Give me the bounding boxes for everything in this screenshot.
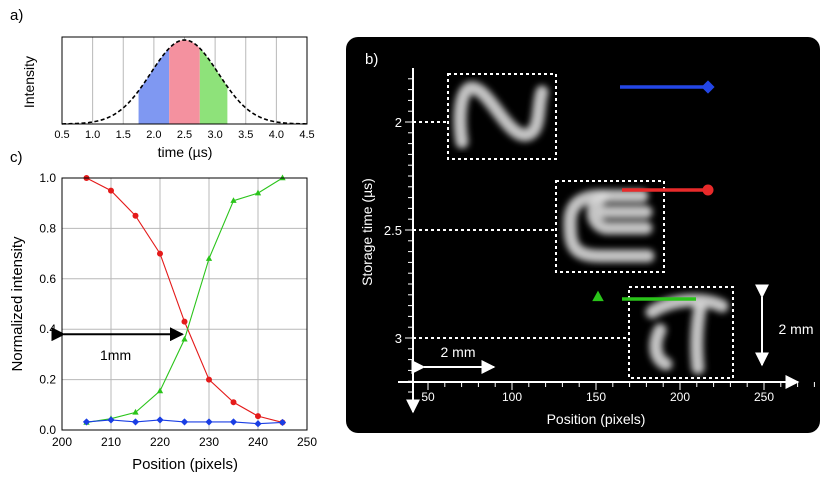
panel-c-chart: 200 210 220 230 240 250 0.0 0.2 0.4 0.6 0.8 1.0 1mm P… bbox=[9, 171, 317, 473]
y-tick-label: 0.0 bbox=[39, 423, 56, 437]
x-tick-label: 3.5 bbox=[238, 129, 253, 141]
data-point-red bbox=[255, 413, 261, 420]
data-point-red bbox=[108, 187, 114, 194]
y-tick-label: 2 bbox=[395, 115, 402, 130]
x-tick-label: 3.0 bbox=[207, 129, 222, 141]
scale-label-vertical: 2 mm bbox=[779, 321, 814, 337]
panel-b-chart: 22.5350100150200250300Position (pixels)S… bbox=[359, 68, 815, 427]
x-axis-label: Position (pixels) bbox=[547, 411, 646, 427]
x-tick-label: 4.5 bbox=[299, 129, 314, 141]
data-point-red bbox=[132, 212, 139, 219]
data-point-blue bbox=[82, 418, 91, 426]
data-point-blue bbox=[205, 418, 213, 426]
panel-label-c: c) bbox=[10, 149, 23, 166]
x-axis-label: time (µs) bbox=[158, 144, 213, 160]
panel-a-chart: 0.5 1.0 1.5 2.0 2.5 3.0 3.5 4.0 4.5 time (µs) Inte… bbox=[21, 36, 315, 160]
data-point-blue bbox=[278, 418, 287, 427]
data-point-blue bbox=[156, 416, 164, 424]
y-axis-label: Normalized intensity bbox=[9, 236, 26, 372]
image-stroke bbox=[690, 301, 707, 375]
data-point-blue bbox=[254, 420, 262, 428]
scale-label-1mm: 1mm bbox=[100, 347, 131, 363]
x-tick-label: 100 bbox=[502, 390, 522, 404]
data-point-green bbox=[156, 387, 164, 394]
data-point-red bbox=[181, 318, 188, 325]
data-point-blue bbox=[107, 416, 115, 424]
image-stroke bbox=[586, 189, 653, 235]
x-tick-label: 4.0 bbox=[269, 129, 284, 141]
data-point-red bbox=[230, 399, 237, 406]
y-tick-label: 1.0 bbox=[39, 171, 56, 185]
y-axis-label: Intensity bbox=[21, 56, 37, 108]
series-line-green bbox=[86, 177, 283, 423]
data-point-green bbox=[205, 255, 213, 261]
data-point-green bbox=[132, 408, 139, 415]
image-stroke bbox=[453, 81, 549, 149]
y-tick-label: 0.6 bbox=[39, 272, 56, 286]
x-tick-label: 200 bbox=[670, 390, 690, 404]
panel-label-b: b) bbox=[365, 51, 378, 68]
series-line-red bbox=[86, 177, 283, 423]
data-point-green bbox=[230, 197, 237, 203]
y-tick-label: 3 bbox=[395, 331, 402, 346]
y-axis-label: Storage time (µs) bbox=[359, 178, 375, 286]
x-tick-label: 200 bbox=[52, 435, 72, 449]
gaussian-envelope bbox=[61, 39, 308, 125]
x-tick-label: 210 bbox=[101, 435, 121, 449]
x-tick-label: 2.0 bbox=[146, 129, 161, 141]
image-stroke bbox=[563, 189, 655, 263]
marker-triangle bbox=[592, 290, 604, 302]
pulse-band-1 bbox=[138, 48, 170, 124]
data-point-blue bbox=[229, 418, 238, 426]
pulse-band-2 bbox=[169, 40, 200, 124]
panel-label-a: a) bbox=[10, 7, 23, 24]
stored-image-T bbox=[645, 293, 729, 375]
plot-frame bbox=[61, 36, 308, 125]
data-point-blue bbox=[131, 418, 140, 426]
x-tick-label: 250 bbox=[297, 435, 317, 449]
y-tick-label: 0.8 bbox=[39, 221, 56, 235]
x-tick-label: 220 bbox=[150, 435, 170, 449]
x-tick-label: 2.5 bbox=[177, 129, 192, 141]
x-tick-label: 230 bbox=[199, 435, 219, 449]
image-stroke bbox=[649, 323, 673, 371]
stored-image-N bbox=[453, 81, 549, 149]
x-tick-label: 1.0 bbox=[85, 129, 100, 141]
marker-circle bbox=[702, 184, 714, 196]
data-point-red bbox=[206, 376, 212, 383]
x-tick-label: 150 bbox=[586, 390, 606, 404]
x-tick-label: 1.5 bbox=[116, 129, 131, 141]
y-tick-label: 2.5 bbox=[384, 223, 402, 238]
marker-diamond bbox=[701, 80, 715, 94]
plot-frame bbox=[61, 177, 308, 431]
stored-image-UC bbox=[563, 189, 655, 263]
y-tick-label: 0.4 bbox=[39, 322, 56, 336]
x-tick-label: 50 bbox=[421, 390, 435, 404]
scale-label-horizontal: 2 mm bbox=[441, 344, 476, 360]
x-tick-label: 0.5 bbox=[54, 129, 69, 141]
x-tick-label: 250 bbox=[754, 390, 774, 404]
data-point-green bbox=[181, 335, 188, 342]
data-point-green bbox=[254, 189, 262, 196]
data-point-green bbox=[279, 174, 286, 181]
pulse-band-3 bbox=[199, 48, 228, 124]
x-tick-label: 240 bbox=[248, 435, 268, 449]
y-tick-label: 0.2 bbox=[39, 373, 56, 387]
data-point-red bbox=[157, 250, 163, 257]
data-point-blue bbox=[180, 418, 189, 426]
x-axis-label: Position (pixels) bbox=[132, 456, 238, 473]
image-stroke bbox=[645, 293, 729, 319]
